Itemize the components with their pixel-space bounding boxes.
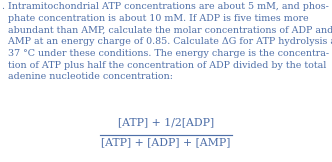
Text: [ATP] + 1/2[ADP]: [ATP] + 1/2[ADP]	[118, 117, 214, 127]
Text: . Intramitochondrial ATP concentrations are about 5 mM, and phos-
  phate concen: . Intramitochondrial ATP concentrations …	[2, 2, 332, 81]
Text: [ATP] + [ADP] + [AMP]: [ATP] + [ADP] + [AMP]	[101, 137, 231, 147]
